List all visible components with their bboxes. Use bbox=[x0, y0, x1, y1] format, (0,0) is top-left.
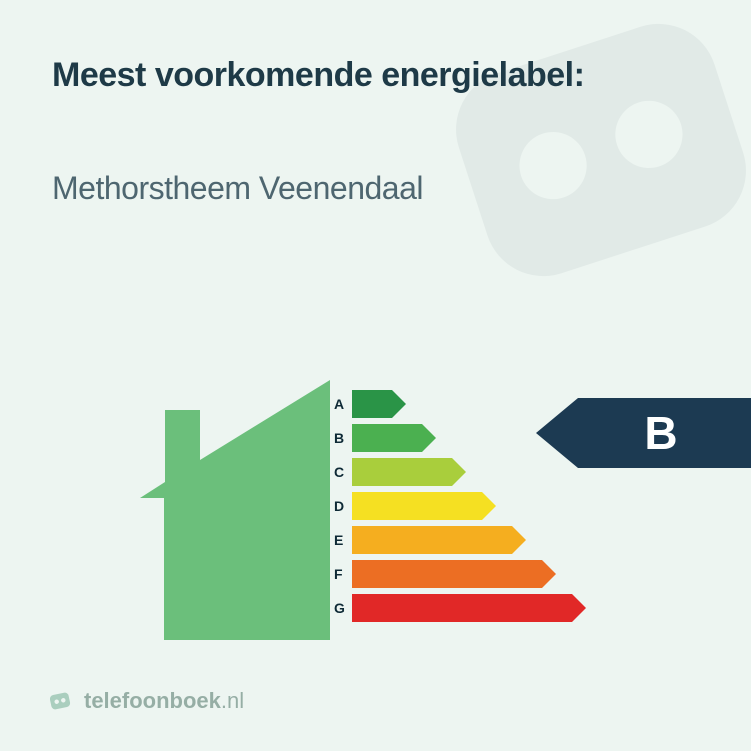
page-title: Meest voorkomende energielabel: bbox=[52, 56, 584, 95]
energy-bar-row: A bbox=[330, 390, 350, 418]
house-icon bbox=[140, 380, 330, 640]
energy-bar-letter: A bbox=[330, 396, 350, 412]
watermark-plug bbox=[391, 0, 751, 360]
energy-bar-shape bbox=[352, 492, 496, 520]
energy-bar-row: G bbox=[330, 594, 350, 622]
footer-brand: telefoonboek.nl bbox=[46, 687, 244, 715]
footer-brand-light: .nl bbox=[221, 688, 244, 713]
plug-icon bbox=[43, 684, 76, 717]
energy-bar-row: B bbox=[330, 424, 350, 452]
energy-bar-row: D bbox=[330, 492, 350, 520]
rating-letter: B bbox=[571, 398, 751, 468]
energy-bar-shape bbox=[352, 458, 466, 486]
location-name: Methorstheem Veenendaal bbox=[52, 170, 423, 207]
energy-bar-row: E bbox=[330, 526, 350, 554]
energy-bar-letter: B bbox=[330, 430, 350, 446]
rating-indicator: B bbox=[536, 398, 751, 468]
energy-bar-letter: E bbox=[330, 532, 350, 548]
energy-bar-shape bbox=[352, 560, 556, 588]
energy-bar-row: C bbox=[330, 458, 350, 486]
footer-text: telefoonboek.nl bbox=[84, 688, 244, 714]
energy-bar-letter: F bbox=[330, 566, 350, 582]
energy-bar-shape bbox=[352, 390, 406, 418]
energy-bar-letter: G bbox=[330, 600, 350, 616]
energy-bar-letter: D bbox=[330, 498, 350, 514]
energy-bar-row: F bbox=[330, 560, 350, 588]
footer-brand-bold: telefoonboek bbox=[84, 688, 221, 713]
energy-bar-shape bbox=[352, 424, 436, 452]
energy-bar-shape bbox=[352, 526, 526, 554]
energy-bar-shape bbox=[352, 594, 586, 622]
energy-bar-letter: C bbox=[330, 464, 350, 480]
